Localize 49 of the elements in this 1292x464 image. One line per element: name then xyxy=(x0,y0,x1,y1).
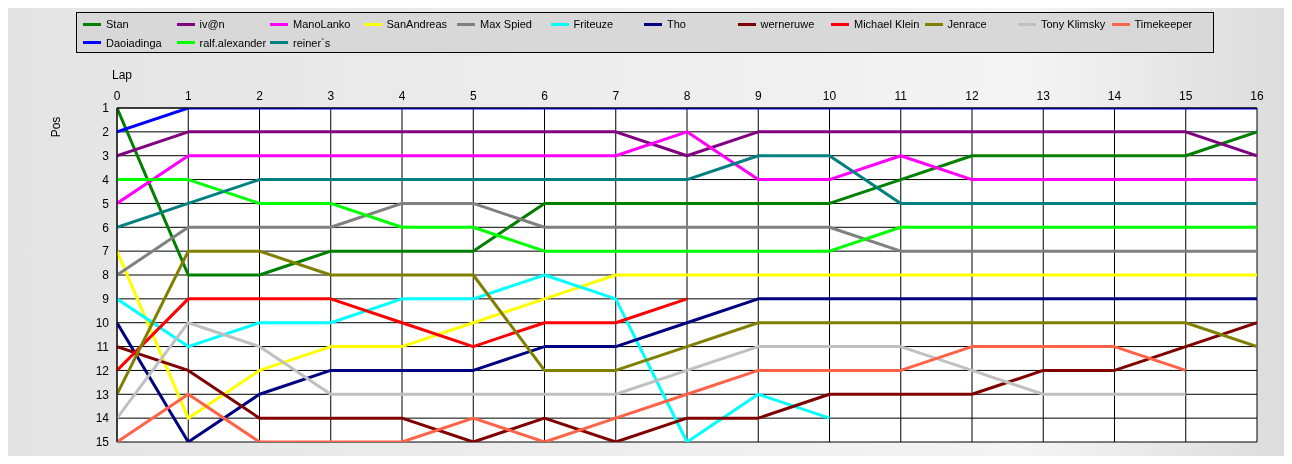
legend-label: iv@n xyxy=(199,18,225,30)
legend-label: ralf.alexander xyxy=(199,36,267,49)
x-tick-label: 14 xyxy=(1107,89,1122,103)
legend-label: Timekeeper xyxy=(1134,18,1193,30)
legend-label: SanAndreas xyxy=(386,18,448,30)
y-tick-label: 10 xyxy=(95,315,110,330)
legend-label: Jenrace xyxy=(947,18,987,30)
x-tick-label: 6 xyxy=(541,89,549,103)
y-tick-label: 15 xyxy=(95,435,110,450)
y-tick-label: 8 xyxy=(102,268,110,283)
legend-label: Tho xyxy=(667,18,686,30)
y-tick-label: 6 xyxy=(102,220,110,235)
x-tick-label: 13 xyxy=(1036,89,1051,103)
x-tick-label: 10 xyxy=(822,89,837,103)
x-tick-label: 8 xyxy=(683,89,691,103)
legend-label: werneruwe xyxy=(760,18,815,30)
x-tick-label: 12 xyxy=(965,89,979,103)
legend-label: Tony Klimsky xyxy=(1041,18,1106,30)
y-tick-label: 9 xyxy=(102,292,110,307)
y-tick-label: 7 xyxy=(102,244,110,259)
legend-label: Max Spied xyxy=(480,18,532,30)
y-tick-label: 12 xyxy=(95,363,110,378)
y-tick-label: 5 xyxy=(102,196,110,211)
legend-label: reiner`s xyxy=(293,36,331,49)
x-tick-label: 4 xyxy=(398,89,406,103)
y-tick-label: 2 xyxy=(102,125,110,140)
x-tick-label: 16 xyxy=(1250,89,1264,103)
y-tick-label: 14 xyxy=(95,411,110,426)
x-tick-label: 2 xyxy=(256,89,264,103)
x-tick-label: 11 xyxy=(894,89,908,103)
legend-label: Michael Klein xyxy=(854,18,920,30)
legend-label: Daoiadinga xyxy=(106,36,162,49)
y-tick-label: 11 xyxy=(96,339,110,354)
legend-label: ManoLanko xyxy=(293,18,351,30)
y-tick-label: 3 xyxy=(102,148,110,163)
x-tick-label: 0 xyxy=(113,89,121,103)
x-tick-label: 7 xyxy=(612,89,620,103)
legend-label: Stan xyxy=(106,18,129,30)
y-tick-label: 4 xyxy=(102,172,110,187)
x-tick-label: 3 xyxy=(327,89,335,103)
x-tick-label: 15 xyxy=(1179,89,1193,103)
y-tick-label: 13 xyxy=(95,387,110,402)
x-tick-label: 9 xyxy=(754,89,762,103)
y-tick-label: 1 xyxy=(102,101,110,116)
legend-label: Friteuze xyxy=(573,18,614,30)
x-tick-label: 5 xyxy=(469,89,477,103)
x-tick-label: 1 xyxy=(184,89,192,103)
y-axis-title: Pos xyxy=(49,116,64,138)
x-axis-title: Lap xyxy=(112,68,133,82)
